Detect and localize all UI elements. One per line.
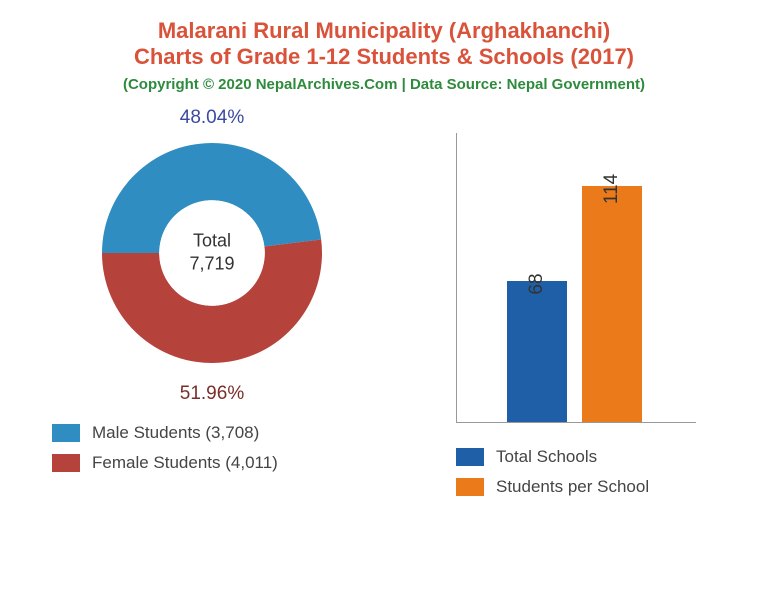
bar-total-schools: 68 xyxy=(507,281,567,422)
bar-value-students-per-school: 114 xyxy=(601,174,623,204)
legend-item-total-schools: Total Schools xyxy=(456,447,726,467)
donut-male-pct-label: 48.04% xyxy=(180,107,244,129)
donut-center-label: Total 7,719 xyxy=(189,230,234,277)
legend-students-per-school-text: Students per School xyxy=(496,477,649,497)
bar-chart: 68114 xyxy=(456,133,696,423)
donut-female-pct-label: 51.96% xyxy=(180,383,244,405)
legend-female-text: Female Students (4,011) xyxy=(92,453,278,473)
donut-center-total-word: Total xyxy=(189,230,234,253)
title-line-2: Charts of Grade 1-12 Students & Schools … xyxy=(20,44,748,70)
legend-item-male: Male Students (3,708) xyxy=(52,423,382,443)
legend-male-text: Male Students (3,708) xyxy=(92,423,259,443)
bar-panel: 68114 Total Schools Students per School xyxy=(426,113,726,507)
copyright-line: (Copyright © 2020 NepalArchives.Com | Da… xyxy=(20,76,748,93)
legend-item-female: Female Students (4,011) xyxy=(52,453,382,473)
donut-center-total-value: 7,719 xyxy=(189,253,234,276)
male-swatch-icon xyxy=(52,424,80,442)
total-schools-swatch-icon xyxy=(456,448,484,466)
donut-panel: 48.04% Total 7,719 51.96% Male Students … xyxy=(42,113,382,483)
bar-value-total-schools: 68 xyxy=(526,274,548,295)
charts-row: 48.04% Total 7,719 51.96% Male Students … xyxy=(20,113,748,507)
students-per-school-swatch-icon xyxy=(456,478,484,496)
female-swatch-icon xyxy=(52,454,80,472)
bar-legend: Total Schools Students per School xyxy=(426,447,726,507)
chart-header: Malarani Rural Municipality (Arghakhanch… xyxy=(20,18,748,93)
donut-chart: 48.04% Total 7,719 51.96% xyxy=(82,123,342,383)
donut-legend: Male Students (3,708) Female Students (4… xyxy=(42,423,382,483)
legend-total-schools-text: Total Schools xyxy=(496,447,597,467)
bar-students-per-school: 114 xyxy=(582,186,642,422)
legend-item-students-per-school: Students per School xyxy=(456,477,726,497)
title-line-1: Malarani Rural Municipality (Arghakhanch… xyxy=(20,18,748,44)
